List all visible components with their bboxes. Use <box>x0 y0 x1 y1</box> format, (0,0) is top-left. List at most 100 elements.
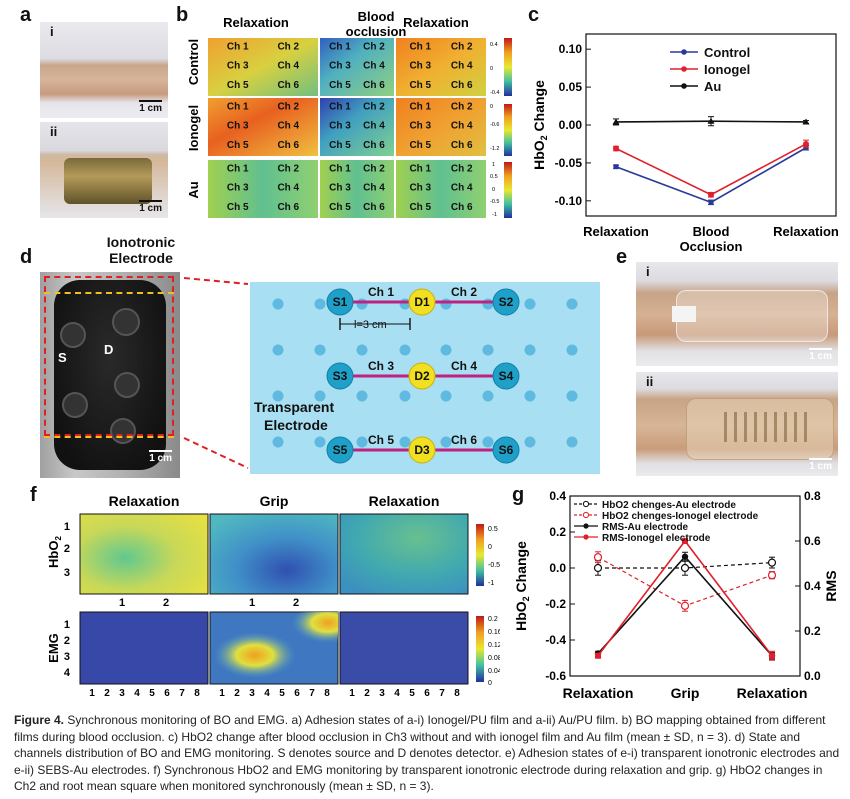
data-point <box>613 145 619 152</box>
sub-label-i: i <box>50 24 54 39</box>
panel-label-g: g <box>512 484 525 506</box>
legend-marker <box>583 523 589 529</box>
photo-ionogel-film: i 1 cm <box>40 22 168 118</box>
label-s: S <box>58 350 67 365</box>
hbo2-x-tick: 2 <box>293 597 299 609</box>
cbar-tick: -1 <box>492 212 497 218</box>
hbo2-map-relaxation-1 <box>79 513 209 595</box>
colorbar-control <box>504 38 512 96</box>
channel-label: Ch 1 <box>409 102 431 113</box>
emg-x-tick: 3 <box>119 688 125 699</box>
hbo2-map-relaxation-2 <box>339 513 469 595</box>
data-point <box>802 118 810 125</box>
x-tick-label: Blood <box>693 224 730 239</box>
channel-label: Ch 5 <box>227 80 249 91</box>
grid-dot <box>272 344 284 356</box>
node-label: S3 <box>333 369 348 383</box>
emg-x-tick: 2 <box>234 688 240 699</box>
chart-g-y2label: RMS <box>823 570 839 601</box>
electrode-layout-diagram: Ch 1 Ch 2 Ch 3 Ch 4 Ch 5 Ch 6 S1 D1 S2 S3 D2 S4 S5 D… <box>250 282 600 474</box>
emg-x-tick: 5 <box>279 688 285 699</box>
data-point <box>593 563 603 573</box>
channel-label: Ch 2 <box>277 102 299 113</box>
chart-c: 0.10 0.05 0.00 -0.05 -0.10 Relaxation BloodOc… <box>531 33 839 254</box>
grid-dot <box>524 344 536 356</box>
legend-marker <box>582 511 590 519</box>
node-label: S2 <box>499 295 514 309</box>
emg-y-tick: 3 <box>64 651 70 663</box>
cbar-tick: 0 <box>490 104 493 110</box>
colorbar-ionogel <box>504 104 512 156</box>
y-tick-label: 0.4 <box>549 489 566 503</box>
emg-x-tick: 7 <box>309 688 315 699</box>
emg-x-tick: 8 <box>194 688 200 699</box>
chart-c-ylabel: HbO2 Change <box>531 80 549 170</box>
channel-label: Ch 3 <box>409 61 431 72</box>
channel-label: Ch 2 <box>363 164 385 175</box>
grid-dot <box>482 344 494 356</box>
row-label-au: Au <box>186 181 201 198</box>
data-point <box>680 601 690 610</box>
f-col-relaxation-2: Relaxation <box>369 493 440 509</box>
channel-label: Ch 5 <box>409 140 431 151</box>
grid-dot <box>566 436 578 448</box>
y2-tick-label: 0.8 <box>804 489 821 503</box>
grid-dot <box>314 298 326 310</box>
transparent-electrode-label-1: Transparent <box>254 399 334 415</box>
grid-dot <box>399 344 411 356</box>
channel-label: Ch 4 <box>277 121 299 132</box>
grid-dot <box>399 436 411 448</box>
bo-map-au-1 <box>208 160 318 218</box>
cbar-tick: 0.5 <box>490 174 498 180</box>
scale-bar: 1 cm <box>139 100 162 114</box>
scale-bar: 1 cm <box>149 450 172 464</box>
grid-dot <box>566 344 578 356</box>
data-point <box>708 199 714 205</box>
source-node <box>326 288 354 316</box>
legend-marker <box>583 534 589 540</box>
channel-label: Ch 6 <box>451 140 473 151</box>
grid-dot <box>314 344 326 356</box>
channel-label: Ch 3 <box>329 183 351 194</box>
source-node <box>492 362 520 390</box>
figure-caption: Figure 4. Synchronous monitoring of BO a… <box>14 712 840 795</box>
row-label-ionogel: Ionogel <box>186 105 201 151</box>
channel-label: Ch 3 <box>227 183 249 194</box>
channel-label: Ch 5 <box>329 80 351 91</box>
legend-marker <box>681 66 687 72</box>
bo-map-au-3 <box>396 160 486 218</box>
hbo2-y-tick: 2 <box>64 543 70 555</box>
emg-x-tick: 7 <box>439 688 445 699</box>
channel-label: Ch 5 <box>409 202 431 213</box>
grid-dot <box>566 298 578 310</box>
data-point <box>680 563 690 573</box>
emg-x-tick: 1 <box>219 688 225 699</box>
channel-label: Ch 6 <box>451 433 477 447</box>
emg-x-tick: 5 <box>149 688 155 699</box>
channel-label: Ch 6 <box>277 80 299 91</box>
legend-label: RMS-Ionogel electrode <box>602 533 711 544</box>
channel-label: Ch 5 <box>329 140 351 151</box>
legend-label: HbO2 chenges-Au electrode <box>602 500 736 511</box>
dashed-yellow-line <box>44 292 174 294</box>
grid-dot <box>440 390 452 402</box>
channel-label: Ch 2 <box>451 285 477 299</box>
connector-tab <box>672 306 696 322</box>
channel-label: Ch 2 <box>363 102 385 113</box>
grid-dot <box>314 436 326 448</box>
series-line-ionogel <box>615 143 807 196</box>
y-tick-label: 0.00 <box>559 118 583 132</box>
grid-dot <box>440 344 452 356</box>
channel-label: Ch 3 <box>329 121 351 132</box>
emg-x-tick: 4 <box>264 688 270 699</box>
channel-label: Ch 5 <box>329 202 351 213</box>
hbo2-x-tick: 1 <box>249 597 255 609</box>
y-tick-label: -0.6 <box>545 669 566 683</box>
zoom-lines <box>183 277 249 469</box>
source-node <box>326 362 354 390</box>
grid-dot <box>482 298 494 310</box>
data-point <box>681 553 689 560</box>
y2-tick-label: 0.2 <box>804 624 821 638</box>
colorbar-au <box>504 162 512 218</box>
channel-label: Ch 1 <box>329 102 351 113</box>
